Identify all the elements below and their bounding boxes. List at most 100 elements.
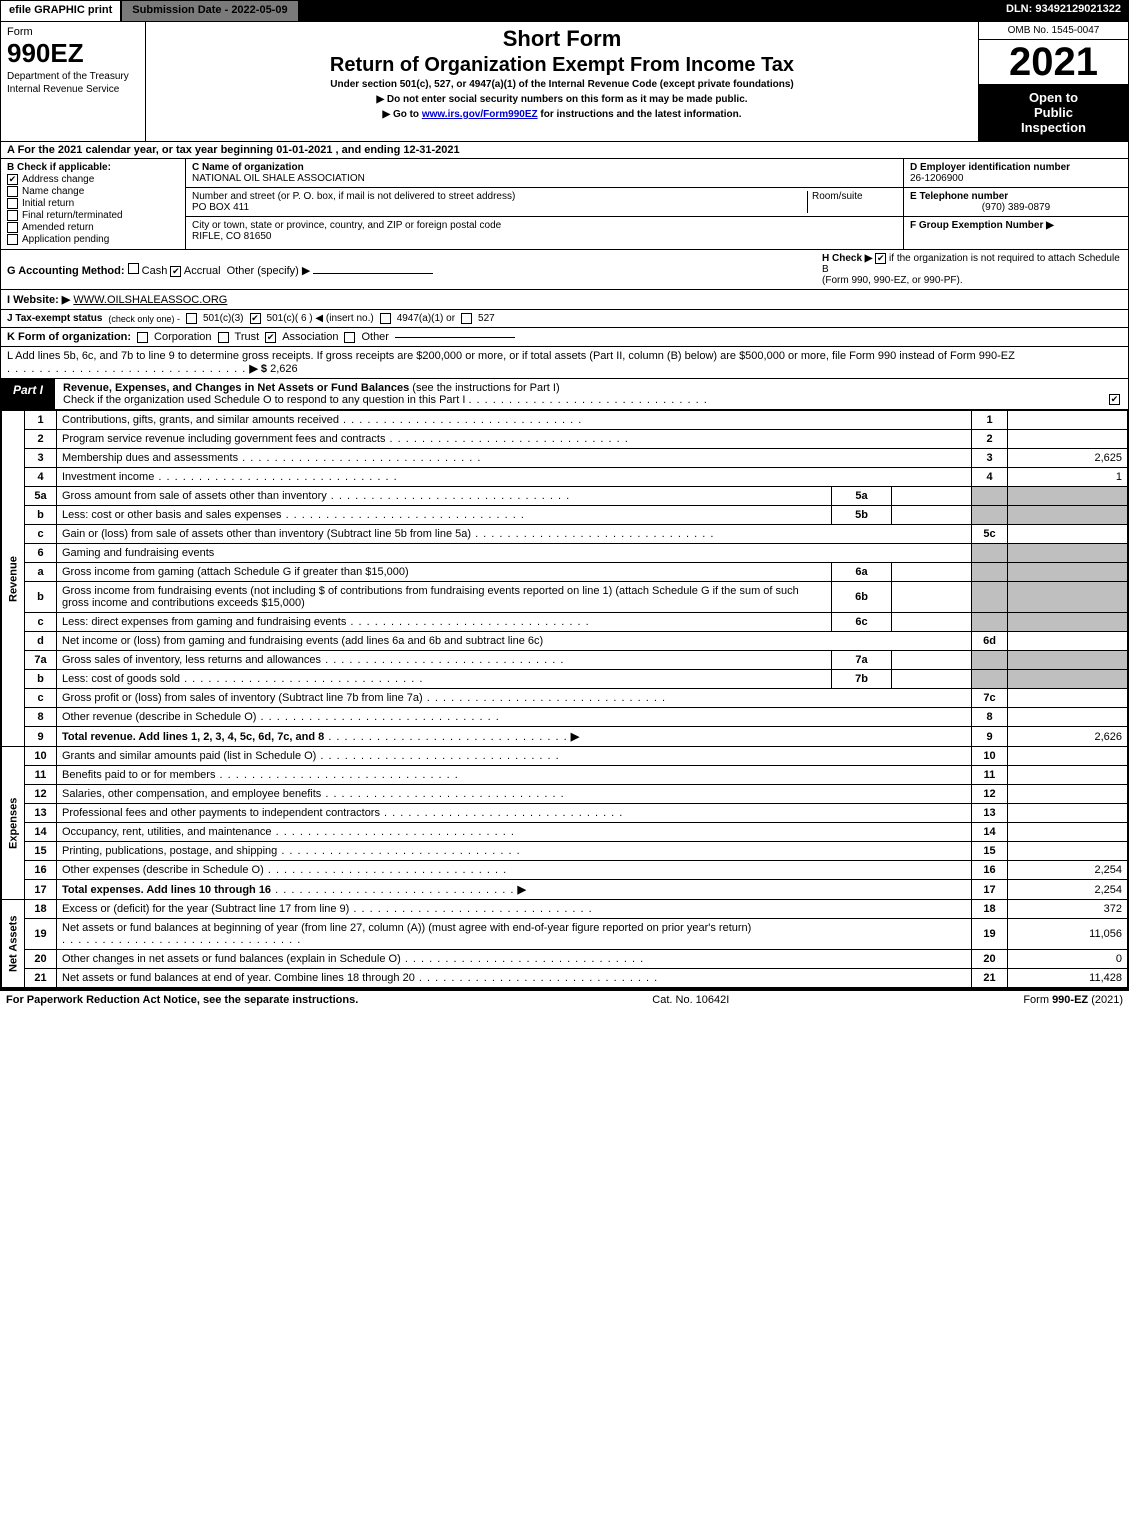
- table-row: 15 Printing, publications, postage, and …: [2, 842, 1128, 861]
- line-num: 21: [25, 969, 57, 988]
- dots-leader: [215, 769, 458, 781]
- chk-amended-return[interactable]: Amended return: [7, 222, 179, 233]
- line-value: [1008, 632, 1128, 651]
- part-1-desc: Revenue, Expenses, and Changes in Net As…: [55, 379, 1128, 409]
- line-ref: 19: [972, 919, 1008, 950]
- g-other: Other (specify) ▶: [227, 265, 311, 277]
- line-num: c: [25, 525, 57, 544]
- submission-date-label: Submission Date - 2022-05-09: [121, 0, 298, 22]
- row-a-tax-year: A For the 2021 calendar year, or tax yea…: [0, 142, 1129, 159]
- addr-value: PO BOX 411: [192, 202, 249, 213]
- dept-irs: Internal Revenue Service: [7, 84, 139, 95]
- chk-label: Amended return: [22, 222, 94, 233]
- part-1-header: Part I Revenue, Expenses, and Changes in…: [0, 379, 1129, 410]
- line-desc: Salaries, other compensation, and employ…: [62, 788, 321, 800]
- checkbox-icon[interactable]: [461, 313, 472, 324]
- tel-value: (970) 389-0879: [910, 202, 1122, 213]
- line-ref: 20: [972, 950, 1008, 969]
- open-line-2: Public: [983, 105, 1124, 120]
- chk-address-change[interactable]: Address change: [7, 174, 179, 185]
- table-row: 6 Gaming and fundraising events: [2, 544, 1128, 563]
- line-ref: 12: [972, 785, 1008, 804]
- part-1-tab: Part I: [1, 379, 55, 409]
- table-row: 12 Salaries, other compensation, and emp…: [2, 785, 1128, 804]
- dots-leader: [180, 673, 423, 685]
- checkbox-icon[interactable]: [344, 332, 355, 343]
- table-row: a Gross income from gaming (attach Sched…: [2, 563, 1128, 582]
- grey-cell: [1008, 487, 1128, 506]
- line-desc: Contributions, gifts, grants, and simila…: [62, 414, 339, 426]
- table-row: 14 Occupancy, rent, utilities, and maint…: [2, 823, 1128, 842]
- checkbox-icon[interactable]: [170, 266, 181, 277]
- h-pre: H Check ▶: [822, 253, 872, 264]
- website-value[interactable]: WWW.OILSHALEASSOC.ORG: [73, 294, 227, 306]
- table-row: 17 Total expenses. Add lines 10 through …: [2, 880, 1128, 900]
- table-row: b Less: cost of goods sold 7b: [2, 670, 1128, 689]
- checkbox-icon[interactable]: [875, 253, 886, 264]
- checkbox-icon[interactable]: [250, 313, 261, 324]
- g-other-input[interactable]: [313, 273, 433, 274]
- sub-ref: 7a: [832, 651, 892, 670]
- checkbox-icon[interactable]: [265, 332, 276, 343]
- omb-number: OMB No. 1545-0047: [979, 22, 1128, 40]
- sub-value: [892, 582, 972, 613]
- line-value: [1008, 708, 1128, 727]
- line-ref: 5c: [972, 525, 1008, 544]
- chk-application-pending[interactable]: Application pending: [7, 234, 179, 245]
- table-row: 7a Gross sales of inventory, less return…: [2, 651, 1128, 670]
- checkbox-icon[interactable]: [128, 263, 139, 274]
- l-value: 2,626: [270, 363, 298, 375]
- room-label: Room/suite: [812, 191, 863, 202]
- line-num: 2: [25, 430, 57, 449]
- checkbox-icon[interactable]: [186, 313, 197, 324]
- col-b-header: B Check if applicable:: [7, 162, 179, 173]
- part-1-note: (see the instructions for Part I): [412, 382, 559, 394]
- line-desc: Excess or (deficit) for the year (Subtra…: [62, 903, 349, 915]
- grey-cell: [1008, 651, 1128, 670]
- expenses-vlabel: Expenses: [2, 747, 25, 900]
- table-row: 5a Gross amount from sale of assets othe…: [2, 487, 1128, 506]
- efile-print-label[interactable]: efile GRAPHIC print: [0, 0, 121, 22]
- sub-value: [892, 651, 972, 670]
- table-row: c Less: direct expenses from gaming and …: [2, 613, 1128, 632]
- dots-leader: [339, 414, 582, 426]
- dots-leader: [324, 731, 567, 743]
- line-desc: Gross sales of inventory, less returns a…: [62, 654, 321, 666]
- arrow-icon: ▶: [518, 884, 526, 896]
- dots-leader: [346, 616, 589, 628]
- line-num: 13: [25, 804, 57, 823]
- line-desc: Other revenue (describe in Schedule O): [62, 711, 256, 723]
- line-desc: Program service revenue including govern…: [62, 433, 385, 445]
- sub-value: [892, 506, 972, 525]
- chk-final-return[interactable]: Final return/terminated: [7, 210, 179, 221]
- checkbox-icon[interactable]: [380, 313, 391, 324]
- checkbox-icon: [7, 222, 18, 233]
- line-desc: Gaming and fundraising events: [62, 547, 214, 559]
- city-value: RIFLE, CO 81650: [192, 231, 271, 242]
- line-num: 12: [25, 785, 57, 804]
- table-row: 3 Membership dues and assessments 3 2,62…: [2, 449, 1128, 468]
- ein-value: 26-1206900: [910, 173, 963, 184]
- open-line-3: Inspection: [983, 120, 1124, 135]
- line-value: 2,625: [1008, 449, 1128, 468]
- chk-name-change[interactable]: Name change: [7, 186, 179, 197]
- line-value: 11,428: [1008, 969, 1128, 988]
- instruction-2: ▶ Go to www.irs.gov/Form990EZ for instru…: [154, 109, 970, 120]
- k-other-input[interactable]: [395, 337, 515, 338]
- checkbox-icon[interactable]: [137, 332, 148, 343]
- checkbox-icon[interactable]: [218, 332, 229, 343]
- line-num: 19: [25, 919, 57, 950]
- revenue-vlabel: Revenue: [2, 411, 25, 747]
- chk-initial-return[interactable]: Initial return: [7, 198, 179, 209]
- line-desc: Investment income: [62, 471, 154, 483]
- i-label: I Website: ▶: [7, 294, 70, 306]
- part-1-table: Revenue 1 Contributions, gifts, grants, …: [0, 410, 1129, 989]
- table-row: 9 Total revenue. Add lines 1, 2, 3, 4, 5…: [2, 727, 1128, 747]
- line-num: a: [25, 563, 57, 582]
- irs-link[interactable]: www.irs.gov/Form990EZ: [422, 109, 538, 120]
- table-row: c Gain or (loss) from sale of assets oth…: [2, 525, 1128, 544]
- line-desc: Gain or (loss) from sale of assets other…: [62, 528, 471, 540]
- line-ref: 21: [972, 969, 1008, 988]
- checkbox-icon[interactable]: [1109, 394, 1120, 405]
- dots-leader: [385, 433, 628, 445]
